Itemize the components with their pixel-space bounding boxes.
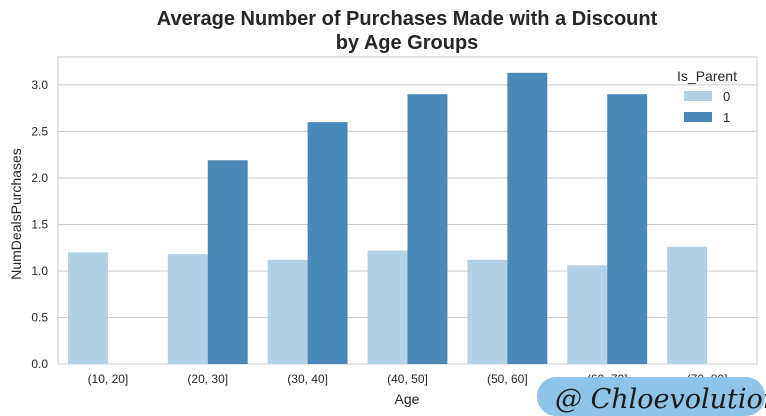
legend-label-1: 1 — [723, 110, 730, 125]
legend: Is_Parent 0 1 — [677, 68, 737, 125]
y-tick-label: 0.5 — [31, 310, 48, 324]
bar-series-0 — [67, 252, 108, 364]
y-tick-label: 2.0 — [31, 171, 48, 185]
x-tick-label: (40, 50] — [387, 372, 428, 386]
bar-series-0 — [167, 254, 208, 364]
x-tick-label: (20, 30] — [187, 372, 228, 386]
bar-series-0 — [567, 265, 608, 364]
y-tick-label: 0.0 — [31, 357, 48, 371]
y-tick-label: 1.5 — [31, 217, 48, 231]
bar-series-1 — [207, 160, 248, 364]
y-axis-label: NumDealsPurchases — [8, 148, 24, 280]
bar-series-0 — [467, 259, 508, 364]
watermark-badge — [537, 377, 765, 416]
x-axis-label: Age — [395, 391, 420, 407]
bar-series-0 — [667, 246, 708, 364]
chart-title-line2: by Age Groups — [336, 32, 479, 54]
bars — [67, 72, 708, 364]
bar-series-1 — [307, 122, 348, 364]
y-tick-label: 2.5 — [31, 124, 48, 138]
legend-title: Is_Parent — [677, 68, 737, 84]
legend-swatch-0 — [684, 91, 712, 101]
y-tick-labels: 0.0 0.5 1.0 1.5 2.0 2.5 3.0 — [31, 78, 48, 371]
bar-series-0 — [367, 250, 408, 364]
bar-series-1 — [407, 94, 448, 364]
watermark: @ Chloevolution — [537, 377, 766, 416]
bar-series-1 — [507, 72, 548, 364]
x-tick-label: (30, 40] — [287, 372, 328, 386]
bar-series-1 — [607, 94, 648, 364]
legend-swatch-1 — [684, 112, 712, 122]
chart-title-line1: Average Number of Purchases Made with a … — [157, 8, 658, 30]
x-tick-label: (50, 60] — [487, 372, 528, 386]
bar-series-0 — [267, 259, 308, 364]
y-tick-label: 3.0 — [31, 78, 48, 92]
watermark-text: @ Chloevolution — [555, 384, 766, 415]
x-tick-label: (10, 20] — [88, 372, 129, 386]
y-tick-label: 1.0 — [31, 264, 48, 278]
legend-label-0: 0 — [723, 89, 730, 104]
